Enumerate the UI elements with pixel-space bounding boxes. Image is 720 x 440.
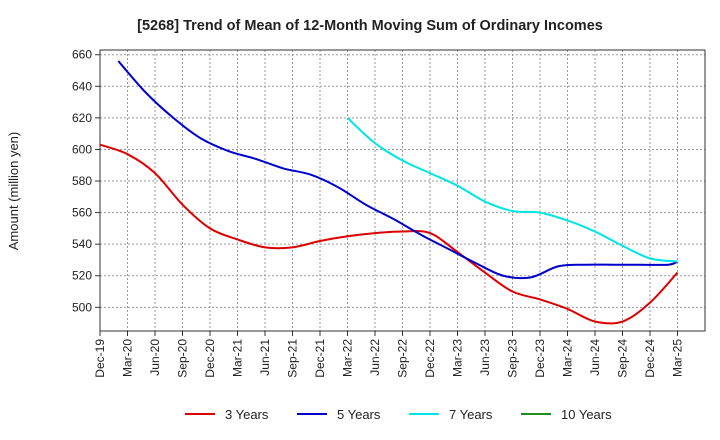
x-tick-label: Mar-25 bbox=[671, 339, 685, 377]
y-tick-label: 620 bbox=[72, 111, 92, 125]
legend-label-7-years: 7 Years bbox=[449, 407, 493, 422]
y-axis-label: Amount (million yen) bbox=[6, 132, 21, 251]
x-tick-label: Jun-21 bbox=[258, 339, 272, 376]
x-tick-label: Dec-21 bbox=[313, 339, 327, 378]
y-tick-label: 520 bbox=[72, 269, 92, 283]
x-tick-label: Jun-22 bbox=[368, 339, 382, 376]
legend-label-10-years: 10 Years bbox=[561, 407, 612, 422]
series-line-3-years bbox=[99, 143, 679, 325]
x-tick-label: Mar-23 bbox=[451, 339, 465, 377]
y-tick-label: 580 bbox=[72, 174, 92, 188]
x-tick-label: Dec-22 bbox=[423, 339, 437, 378]
x-tick-label: Dec-19 bbox=[93, 339, 107, 378]
x-tick-label: Dec-23 bbox=[533, 339, 547, 378]
x-tick-label: Mar-20 bbox=[121, 339, 135, 377]
x-tick-label: Dec-20 bbox=[203, 339, 217, 378]
x-tick-label: Sep-21 bbox=[286, 339, 300, 378]
legend-label-5-years: 5 Years bbox=[337, 407, 381, 422]
x-tick-label: Sep-24 bbox=[616, 339, 630, 378]
y-tick-label: 540 bbox=[72, 237, 92, 251]
x-tick-labels: Dec-19 Mar-20 Jun-20 Sep-20 Dec-20 Mar-21 Jun-… bbox=[93, 339, 685, 378]
x-tick-label: Sep-22 bbox=[396, 339, 410, 378]
x-tick-label: Jun-24 bbox=[588, 339, 602, 376]
legend-label-3-years: 3 Years bbox=[225, 407, 269, 422]
x-tick-label: Mar-24 bbox=[561, 339, 575, 377]
series-line-5-years bbox=[117, 60, 678, 280]
y-tick-label: 500 bbox=[72, 300, 92, 314]
axes bbox=[95, 49, 706, 336]
chart-title: [5268] Trend of Mean of 12-Month Moving … bbox=[137, 18, 603, 34]
series-line-7-years bbox=[346, 117, 678, 263]
series-lines bbox=[99, 60, 679, 325]
x-tick-label: Sep-23 bbox=[506, 339, 520, 378]
grid bbox=[99, 50, 705, 331]
x-tick-label: Dec-24 bbox=[643, 339, 657, 378]
y-tick-label: 560 bbox=[72, 206, 92, 220]
y-tick-label: 600 bbox=[72, 142, 92, 156]
legend: 3 Years 5 Years 7 Years 10 Years bbox=[185, 407, 612, 422]
x-tick-label: Mar-21 bbox=[231, 339, 245, 377]
x-tick-label: Jun-23 bbox=[478, 339, 492, 376]
x-tick-label: Sep-20 bbox=[176, 339, 190, 378]
x-tick-label: Jun-20 bbox=[148, 339, 162, 376]
y-tick-labels: 500 520 540 560 580 600 620 640 660 bbox=[72, 48, 92, 315]
x-tick-label: Mar-22 bbox=[341, 339, 355, 377]
y-tick-label: 660 bbox=[72, 48, 92, 62]
y-tick-label: 640 bbox=[72, 79, 92, 93]
